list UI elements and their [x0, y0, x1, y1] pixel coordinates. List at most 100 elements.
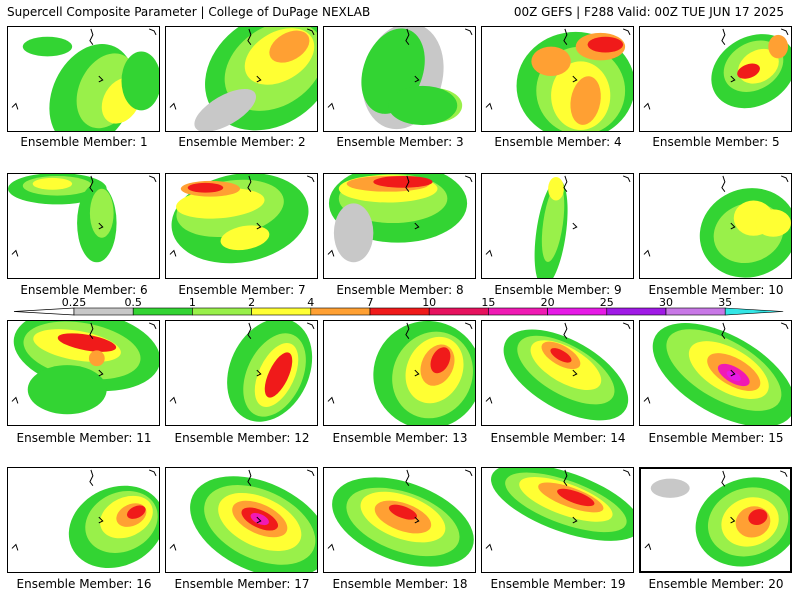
scp-field-map — [485, 28, 633, 131]
colorbar-tick-label: 20 — [541, 298, 555, 309]
ensemble-panel — [323, 467, 476, 573]
ensemble-panel — [481, 173, 634, 279]
colorbar-tick-label: 7 — [367, 298, 374, 309]
scp-field-map — [169, 27, 317, 131]
scp-contour — [388, 85, 458, 126]
ensemble-member-caption: Ensemble Member: 8 — [336, 283, 464, 297]
scp-contour — [650, 478, 690, 498]
ensemble-panel — [481, 467, 634, 573]
scp-field-map — [327, 321, 475, 425]
scp-contour — [194, 89, 257, 131]
scp-field-map — [11, 28, 159, 131]
scp-field-map — [169, 321, 315, 422]
coastline — [11, 28, 104, 110]
coastline — [148, 469, 157, 477]
coastline — [643, 175, 736, 257]
ensemble-member-caption: Ensemble Member: 14 — [490, 431, 626, 445]
scp-contour — [121, 51, 159, 111]
scp-contour — [57, 333, 117, 352]
coastline — [643, 28, 736, 110]
colorbar-left-arrow — [13, 307, 75, 316]
ensemble-panel — [7, 320, 160, 426]
coastline — [11, 469, 104, 551]
scp-contour — [333, 203, 374, 263]
ensemble-panel — [7, 467, 160, 573]
ensemble-member-caption: Ensemble Member: 9 — [494, 283, 622, 297]
scp-contour — [755, 209, 791, 237]
scp-field-map — [485, 322, 631, 421]
coastline — [169, 28, 262, 110]
coastline — [643, 322, 736, 404]
scp-contour — [726, 370, 741, 382]
ensemble-panel — [165, 173, 318, 279]
coastline — [464, 322, 473, 330]
scp-contour — [88, 350, 105, 367]
coastline — [485, 28, 578, 110]
scp-field-map — [169, 469, 317, 572]
colorbar: 0.25 0.5 1 2 4 7 10 15 20 25 30 35 — [0, 298, 800, 320]
colorbar-tick-label: 0.5 — [124, 298, 142, 309]
coastline — [780, 28, 789, 36]
scp-contour — [430, 347, 451, 374]
scp-contour — [587, 36, 624, 53]
colorbar-tick-label: 15 — [481, 298, 495, 309]
scp-contour — [531, 46, 571, 77]
scp-field-map — [485, 175, 631, 278]
scp-contour — [548, 176, 564, 201]
ensemble-member-caption: Ensemble Member: 4 — [494, 135, 622, 149]
coastline — [169, 469, 262, 551]
colorbar-tick-label: 35 — [718, 298, 732, 309]
scp-field-map — [644, 470, 790, 567]
coastline — [780, 322, 789, 330]
ensemble-panel — [323, 320, 476, 426]
colorbar-segment — [665, 307, 726, 316]
scp-contour — [541, 184, 565, 262]
colorbar-segment — [73, 307, 134, 316]
coastline — [327, 322, 420, 404]
ensemble-panel — [639, 467, 792, 573]
scp-contour — [32, 177, 73, 190]
ensemble-panel — [639, 26, 792, 132]
scp-contour — [737, 63, 760, 79]
ensemble-member-caption: Ensemble Member: 3 — [336, 135, 464, 149]
colorbar-segment — [369, 307, 430, 316]
ensemble-member-caption: Ensemble Member: 12 — [174, 431, 310, 445]
scp-contour — [250, 512, 269, 526]
coastline — [327, 175, 420, 257]
colorbar-segment — [310, 307, 371, 316]
ensemble-member-caption: Ensemble Member: 20 — [648, 577, 784, 591]
ensemble-panel — [7, 173, 160, 279]
scp-field-map — [327, 469, 474, 567]
coastline — [485, 322, 578, 404]
coastline — [622, 28, 631, 36]
colorbar-tick-label: 1 — [189, 298, 196, 309]
colorbar-segment — [192, 307, 252, 316]
coastline — [11, 322, 104, 404]
colorbar-tick-label: 30 — [659, 298, 673, 309]
coastline — [148, 322, 157, 330]
coastline — [464, 469, 473, 477]
ensemble-member-caption: Ensemble Member: 5 — [652, 135, 780, 149]
colorbar-tick-label: 25 — [600, 298, 614, 309]
ensemble-member-caption: Ensemble Member: 19 — [490, 577, 626, 591]
scp-contour — [220, 225, 270, 251]
coastline — [622, 469, 631, 477]
ensemble-panel — [165, 467, 318, 573]
ensemble-panel — [7, 26, 160, 132]
scp-field-map — [327, 27, 473, 130]
scp-contour — [264, 352, 293, 398]
coastline — [169, 175, 262, 257]
colorbar-tick-label: 10 — [422, 298, 436, 309]
colorbar-segment — [251, 307, 312, 316]
coastline — [306, 28, 315, 36]
ensemble-member-caption: Ensemble Member: 17 — [174, 577, 310, 591]
ensemble-panel — [165, 26, 318, 132]
ensemble-panel — [639, 173, 792, 279]
scp-contour — [557, 488, 595, 507]
coastline — [306, 322, 315, 330]
scp-contour — [570, 76, 601, 125]
scp-field-map — [643, 322, 791, 425]
scp-contour — [89, 188, 114, 238]
ensemble-member-caption: Ensemble Member: 13 — [332, 431, 468, 445]
coastline — [644, 470, 736, 550]
